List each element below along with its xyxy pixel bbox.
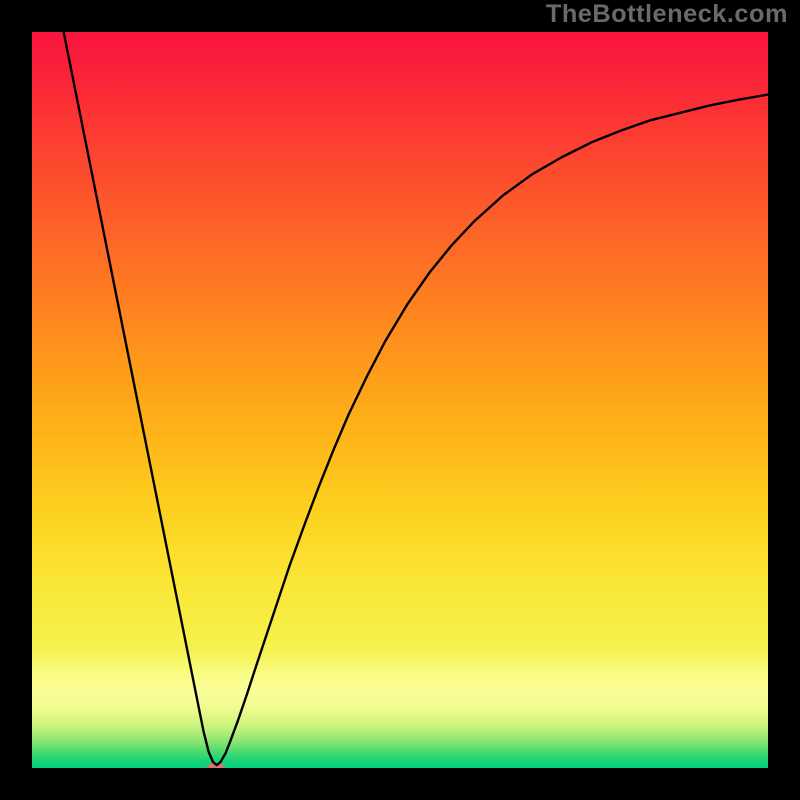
watermark-label: TheBottleneck.com <box>546 0 788 29</box>
chart-stage: TheBottleneck.com <box>0 0 800 800</box>
plot-background <box>32 32 768 768</box>
chart-svg <box>0 0 800 800</box>
